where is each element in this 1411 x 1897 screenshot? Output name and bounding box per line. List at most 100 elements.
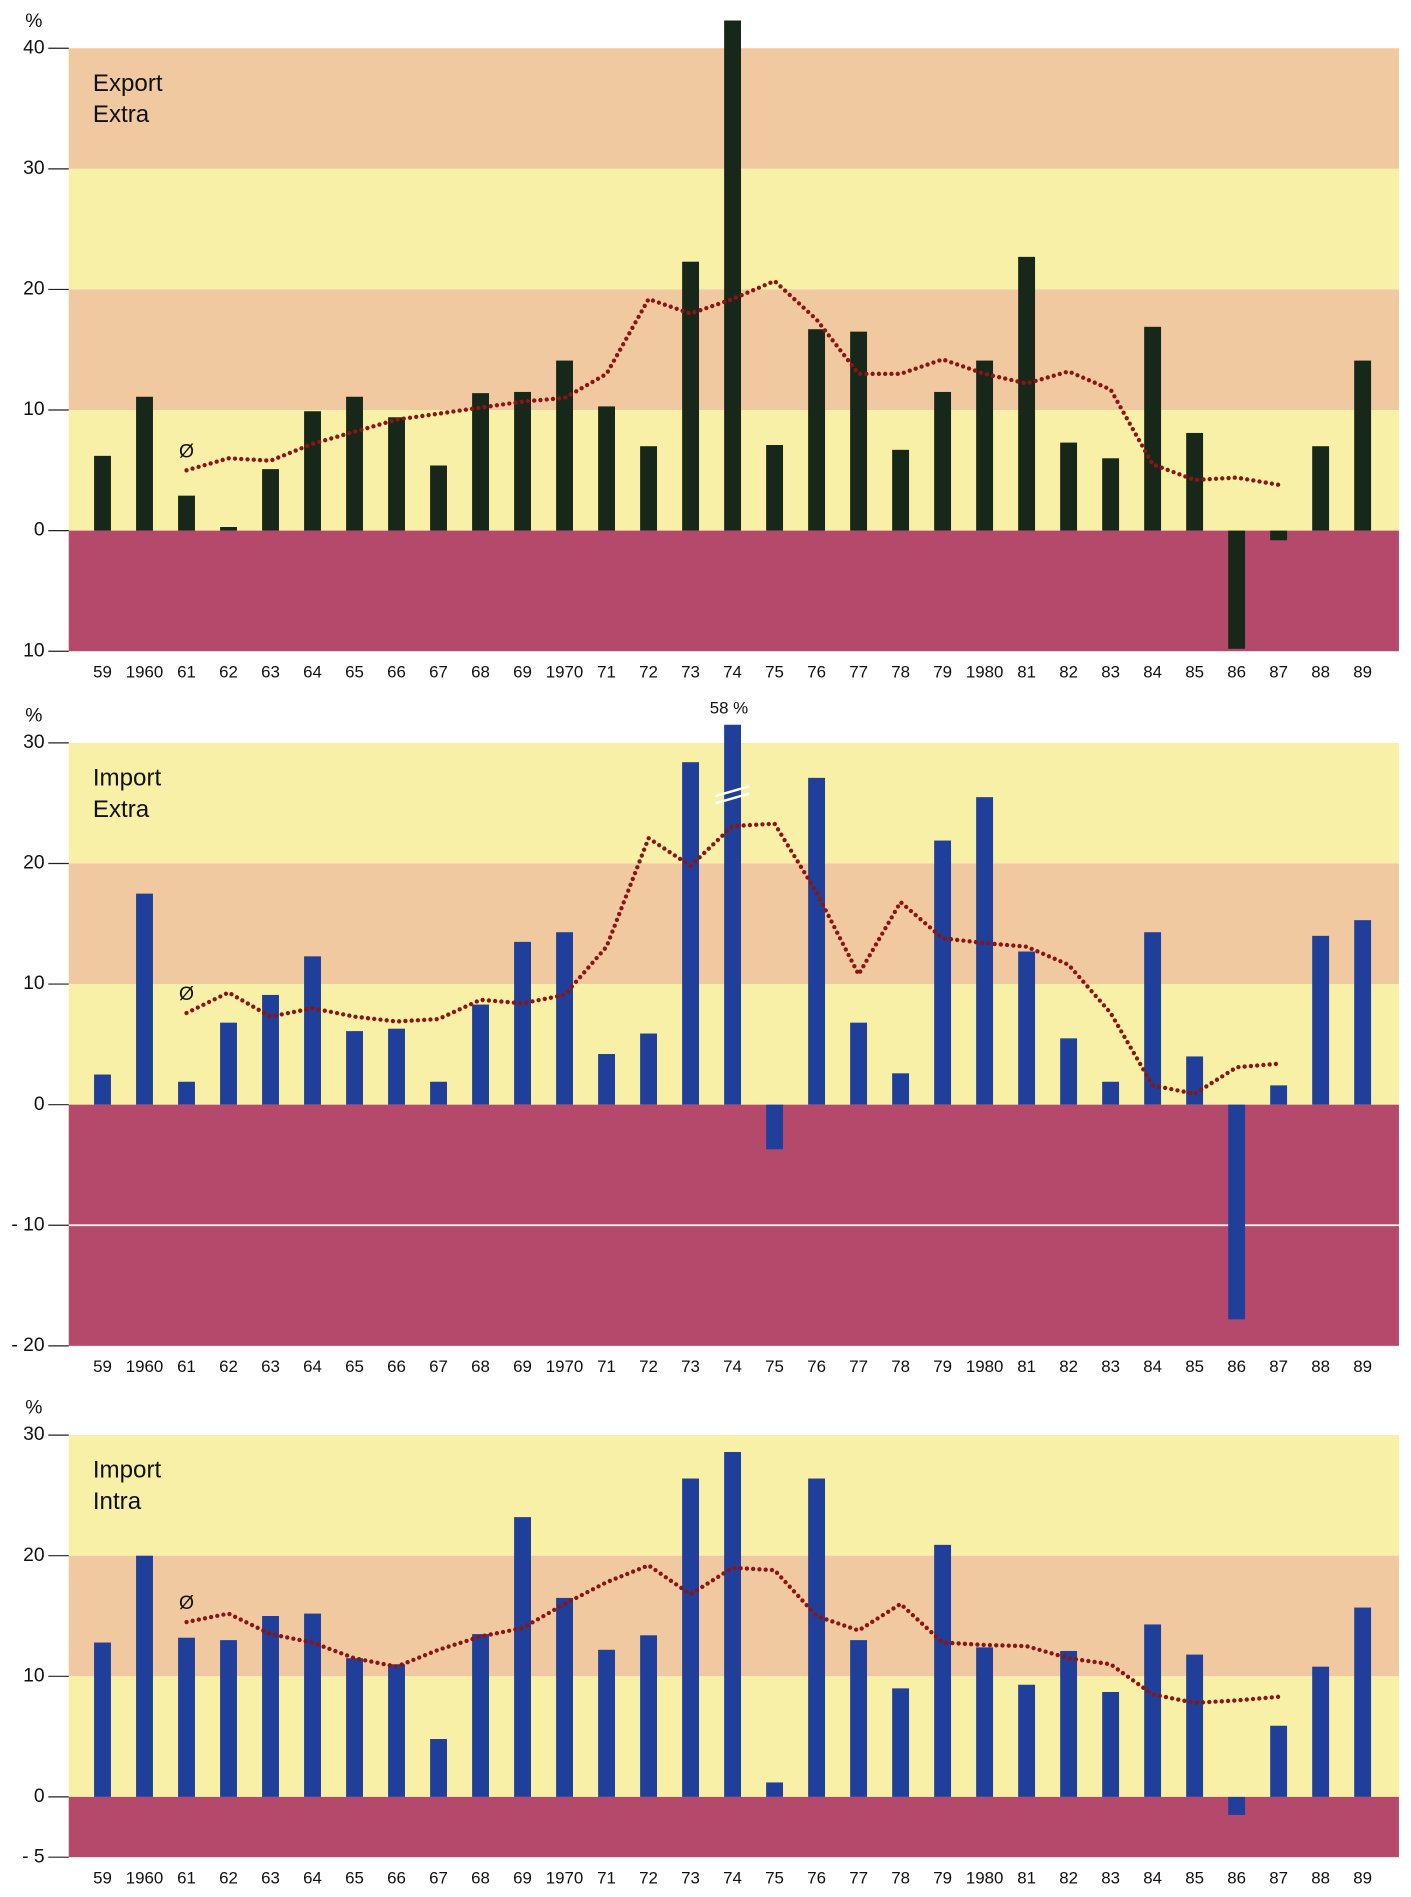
x-tick-label: 88: [1311, 1357, 1330, 1376]
y-unit: %: [25, 1398, 42, 1419]
x-tick-label: 74: [723, 662, 742, 681]
y-unit: %: [25, 11, 42, 32]
panel-title: Extra: [93, 101, 150, 128]
bar: [388, 417, 405, 531]
bar: [94, 1642, 111, 1797]
x-tick-label: 69: [513, 662, 532, 681]
x-tick-label: 89: [1353, 662, 1372, 681]
x-tick-label: 67: [429, 1357, 448, 1376]
bar: [514, 391, 531, 531]
x-tick-label: 59: [93, 662, 112, 681]
bar: [472, 1004, 489, 1105]
bar: [1354, 360, 1372, 531]
x-tick-label: 68: [471, 1357, 490, 1376]
y-tick-label: 30: [23, 732, 44, 753]
y-tick-label: 20: [23, 853, 44, 874]
bar: [1144, 326, 1162, 531]
bar: [1270, 1085, 1288, 1105]
x-tick-label: 76: [807, 1357, 826, 1376]
x-tick-label: 81: [1017, 1357, 1036, 1376]
bar: [430, 1081, 447, 1105]
average-line: [184, 278, 1281, 487]
x-tick-label: 89: [1353, 1868, 1372, 1887]
bar: [766, 445, 784, 531]
value-label: 58 %: [710, 699, 748, 718]
y-tick-label: - 5: [22, 1846, 45, 1867]
bar: [304, 956, 321, 1105]
x-tick-label: 84: [1143, 1357, 1162, 1376]
bar: [1060, 1038, 1078, 1105]
bar: [934, 1544, 952, 1797]
bar: [472, 1634, 489, 1797]
bar: [136, 1555, 153, 1797]
line-label: Ø: [179, 1593, 194, 1614]
x-tick-label: 73: [681, 1357, 700, 1376]
bar: [1186, 432, 1204, 531]
x-tick-label: 72: [639, 1868, 658, 1887]
x-tick-label: 75: [765, 1357, 784, 1376]
x-tick-label: 78: [891, 1868, 910, 1887]
bar: [598, 406, 616, 531]
y-tick-label: - 10: [11, 1214, 44, 1235]
x-tick-label: 61: [177, 1357, 196, 1376]
x-tick-label: 63: [261, 1357, 280, 1376]
bar: [766, 1782, 784, 1797]
x-tick-label: 1960: [126, 1868, 164, 1887]
bar: [724, 20, 742, 531]
bar: [1228, 1104, 1246, 1320]
x-tick-label: 74: [723, 1868, 742, 1887]
bar: [1060, 442, 1078, 531]
x-tick-label: 74: [723, 1357, 742, 1376]
x-tick-label: 78: [891, 1357, 910, 1376]
x-tick-label: 77: [849, 662, 868, 681]
panel: 30 20 10 0 - 10 - 20% Import Extra 59 1960 61 62 63 6…: [11, 699, 1399, 1376]
y-tick-label: 30: [23, 158, 44, 179]
bar: [724, 1451, 742, 1797]
x-tick-label: 1970: [546, 1868, 584, 1887]
x-tick-label: 1970: [546, 662, 584, 681]
bar: [682, 261, 700, 531]
y-tick-label: 30: [23, 1424, 44, 1445]
bar: [808, 777, 826, 1105]
x-tick-label: 63: [261, 1868, 280, 1887]
x-tick-label: 62: [219, 662, 238, 681]
x-tick-label: 62: [219, 1868, 238, 1887]
bar: [220, 1022, 237, 1105]
bar: [766, 1104, 784, 1150]
bar: [976, 360, 994, 531]
x-tick-label: 66: [387, 662, 406, 681]
y-tick-label: 10: [23, 1665, 44, 1686]
x-tick-label: 69: [513, 1868, 532, 1887]
panel-title: Import: [93, 764, 162, 791]
bar: [304, 1613, 321, 1797]
bar: [1144, 932, 1162, 1105]
bar: [220, 527, 237, 531]
x-tick-label: 85: [1185, 1868, 1204, 1887]
y-tick-label: 10: [23, 973, 44, 994]
bar: [808, 329, 826, 531]
x-tick-label: 82: [1059, 1357, 1078, 1376]
x-tick-label: 59: [93, 1868, 112, 1887]
bar: [1354, 920, 1372, 1105]
x-tick-label: 1960: [126, 1357, 164, 1376]
bar: [892, 449, 910, 531]
bar: [1270, 1725, 1288, 1797]
x-tick-label: 64: [303, 662, 322, 681]
axis-break: [715, 785, 750, 798]
x-tick-label: 1970: [546, 1357, 584, 1376]
x-tick-label: 62: [219, 1357, 238, 1376]
x-tick-label: 86: [1227, 662, 1246, 681]
x-tick-label: 71: [597, 662, 616, 681]
x-tick-label: 85: [1185, 662, 1204, 681]
bar: [556, 932, 573, 1105]
bar: [1060, 1650, 1078, 1797]
bar: [430, 1739, 447, 1797]
x-tick-label: 59: [93, 1357, 112, 1376]
bar: [1018, 256, 1036, 531]
x-tick-label: 77: [849, 1868, 868, 1887]
background-band: [68, 1225, 1399, 1346]
bar: [598, 1054, 616, 1105]
y-tick-label: - 20: [11, 1335, 44, 1356]
